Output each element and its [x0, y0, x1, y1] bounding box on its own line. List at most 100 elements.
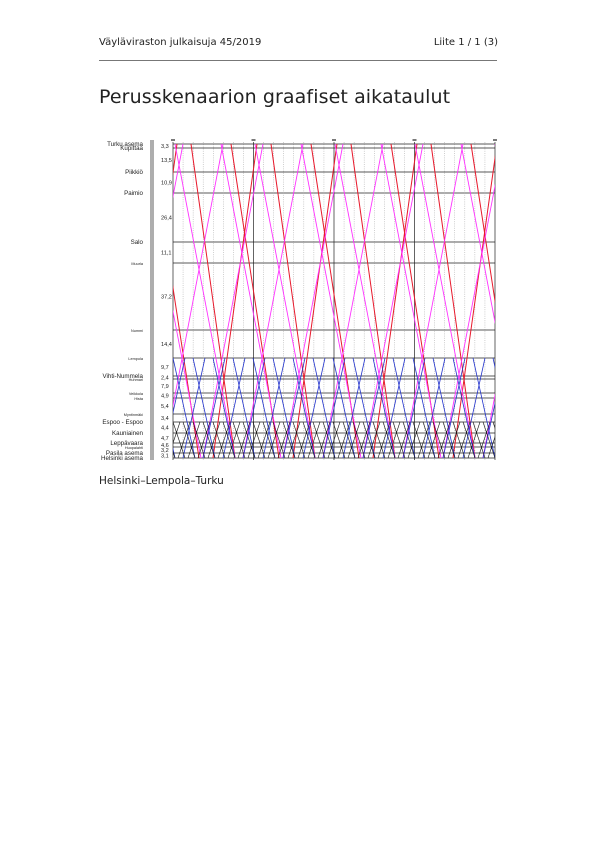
train-path: [252, 357, 276, 459]
train-path: [220, 143, 282, 459]
train-paths: [99, 143, 495, 459]
train-path: [417, 421, 431, 459]
train-path: [282, 143, 344, 459]
train-path: [392, 421, 406, 459]
train-path: [252, 421, 266, 459]
train-path: [99, 144, 121, 458]
train-path: [173, 357, 196, 459]
train-path: [494, 144, 495, 147]
train-path: [242, 143, 304, 459]
train-path: [422, 421, 436, 459]
station-label: Vihti-Nummela: [103, 373, 144, 380]
station-label: Nummi: [131, 329, 143, 333]
station-label: Huhmari: [129, 378, 144, 382]
train-path: [427, 421, 441, 459]
train-path: [242, 357, 266, 459]
train-path: [173, 421, 186, 459]
train-path: [287, 421, 301, 459]
train-path: [302, 421, 316, 459]
train-path: [470, 143, 495, 305]
station-label: Piikkiö: [125, 169, 143, 176]
train-path: [247, 421, 261, 459]
train-path: [442, 357, 466, 459]
train-path: [173, 357, 186, 415]
train-path: [392, 357, 416, 459]
train-path: [297, 421, 311, 459]
train-path: [232, 421, 246, 459]
train-path: [430, 143, 476, 459]
train-path: [312, 357, 336, 459]
distance-label: 26,4: [161, 216, 172, 222]
train-path: [292, 357, 316, 459]
train-path: [382, 421, 396, 459]
train-path: [487, 436, 495, 459]
train-path: [482, 392, 495, 459]
train-path: [452, 421, 466, 459]
train-path: [414, 143, 476, 459]
train-path: [187, 421, 201, 459]
train-path: [362, 143, 424, 459]
distance-label: 37,2: [161, 295, 172, 301]
train-path: [482, 421, 495, 459]
train-path: [192, 421, 206, 459]
train-path: [432, 421, 446, 459]
train-path: [432, 357, 456, 459]
train-path: [442, 421, 456, 459]
train-path: [437, 421, 451, 459]
train-path: [372, 143, 418, 459]
train-path: [292, 421, 306, 459]
train-path: [352, 421, 366, 459]
distance-label: 10,9: [161, 181, 172, 187]
train-path: [272, 357, 296, 459]
train-path: [337, 421, 351, 459]
train-path: [412, 357, 436, 459]
train-path: [307, 421, 321, 459]
train-path: [317, 421, 331, 459]
train-path: [197, 421, 211, 459]
distance-label: 3,2: [161, 448, 169, 454]
distance-label: 3,4: [161, 416, 169, 422]
station-label: Hista: [134, 397, 144, 401]
train-path: [382, 357, 406, 459]
train-path: [99, 144, 119, 458]
train-path: [254, 143, 316, 459]
train-path: [402, 357, 426, 459]
train-path: [292, 143, 338, 459]
station-label: Kauniainen: [112, 430, 144, 437]
train-path: [217, 421, 231, 459]
distance-label: 4,4: [161, 426, 169, 432]
train-path: [282, 421, 296, 459]
train-path: [407, 421, 421, 459]
train-path: [192, 357, 216, 459]
train-path: [227, 421, 241, 459]
train-path: [362, 421, 376, 459]
train-path: [482, 401, 495, 459]
train-path: [182, 357, 206, 459]
train-path: [402, 421, 416, 459]
train-path: [342, 357, 366, 459]
train-path: [380, 143, 442, 459]
distance-label: 5,4: [161, 404, 169, 410]
station-label: Huopalahti: [125, 446, 143, 450]
train-path: [477, 421, 491, 459]
train-path: [302, 357, 326, 459]
station-label: Paimio: [124, 190, 143, 197]
train-path: [462, 421, 476, 459]
train-path: [460, 143, 495, 325]
train-path: [467, 421, 481, 459]
station-label: Kupittaa: [120, 145, 143, 152]
timetable-grid: [150, 139, 497, 460]
train-path: [447, 421, 461, 459]
station-label: Myntinmäki: [124, 413, 143, 417]
distance-label: 4,9: [161, 394, 169, 400]
train-path: [277, 421, 291, 459]
train-path: [472, 421, 486, 459]
train-path: [242, 421, 256, 459]
train-path: [190, 143, 236, 459]
figure-caption: Helsinki–Lempola–Turku: [99, 475, 224, 487]
train-path: [272, 421, 286, 459]
train-path: [237, 421, 251, 459]
train-path: [372, 421, 386, 459]
